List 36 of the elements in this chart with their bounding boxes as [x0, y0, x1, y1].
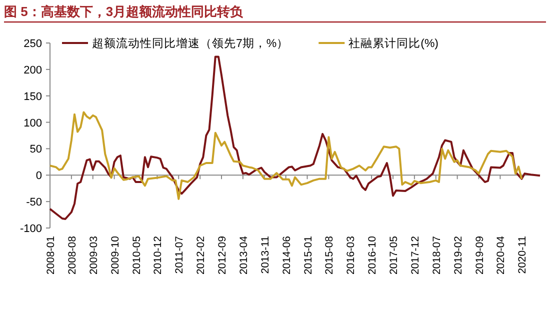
x-tick-label: 2010-05 [130, 236, 143, 275]
x-tick-label: 2010-12 [152, 236, 164, 275]
x-tick-label: 2009-03 [88, 236, 100, 275]
x-tick-label: 2018-07 [430, 236, 443, 275]
x-tick-label: 2019-09 [474, 236, 486, 275]
y-tick-label: 100 [24, 117, 42, 130]
legend-label: 超额流动性同比增速（领先7期，%） [92, 36, 289, 50]
x-tick-label: 2019-02 [452, 236, 464, 275]
x-tick-label: 2020-11 [516, 236, 529, 274]
x-tick-label: 2009-10 [109, 236, 122, 275]
x-tick-label: 2011-07 [174, 236, 186, 274]
y-tick-label: 50 [30, 144, 42, 156]
line-series [49, 111, 523, 200]
x-tick-label: 2017-05 [388, 236, 400, 275]
legend-label: 社融累计同比(%) [348, 37, 439, 50]
y-tick-label: 0 [36, 170, 42, 182]
y-tick-label: 250 [24, 38, 42, 50]
x-tick-label: 2014-06 [280, 236, 293, 275]
x-tick-label: 2012-02 [195, 236, 208, 275]
x-tick-label: 2008-01 [45, 236, 57, 275]
x-tick-label: 2015-01 [302, 236, 314, 275]
x-tick-label: 2008-08 [66, 236, 78, 275]
y-tick-label: -100 [20, 223, 42, 235]
x-tick-label: 2016-03 [345, 236, 358, 275]
chart-title: 图 5：高基数下，3月超额流动性同比转负 [4, 4, 244, 19]
x-tick-label: 2017-12 [409, 236, 422, 275]
y-tick-label: 150 [24, 90, 42, 103]
x-tick-label: 2013-04 [238, 236, 250, 275]
line-series [49, 56, 541, 220]
y-tick-label: -50 [26, 196, 42, 209]
x-tick-label: 2020-04 [495, 236, 508, 275]
x-tick-label: 2013-11 [259, 236, 272, 274]
x-tick-label: 2015-08 [324, 236, 336, 275]
x-tick-label: 2012-09 [216, 236, 228, 275]
y-tick-label: 200 [24, 64, 42, 76]
x-tick-label: 2016-10 [366, 236, 379, 275]
